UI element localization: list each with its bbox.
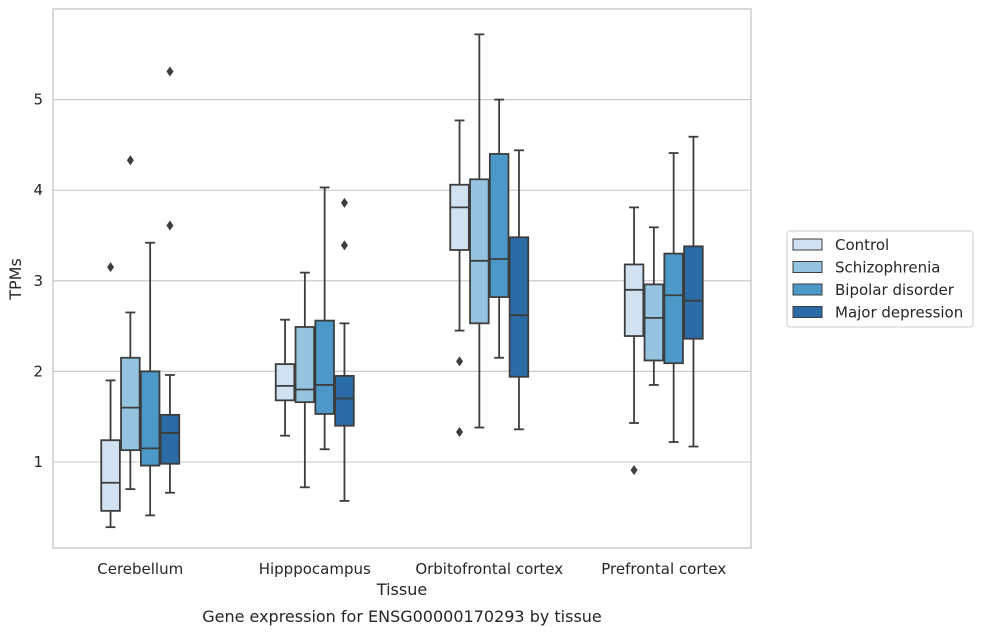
outlier-point xyxy=(630,465,638,476)
box-iqr xyxy=(274,363,296,402)
legend-label-0: Control xyxy=(835,236,889,254)
box-0-1 xyxy=(120,155,141,491)
box-iqr xyxy=(663,252,684,365)
outlier-point xyxy=(456,427,464,438)
legend-swatch-2 xyxy=(792,283,823,296)
outlier-point xyxy=(126,155,134,166)
figure-caption: Gene expression for ENSG00000170293 by t… xyxy=(202,607,602,626)
box-1-3 xyxy=(334,197,355,502)
box-2-3 xyxy=(508,149,530,431)
box-iqr xyxy=(643,283,665,362)
x-axis-label: Tissue xyxy=(376,580,427,599)
box-3-0 xyxy=(623,206,645,476)
box-0-0 xyxy=(100,262,121,529)
box-iqr xyxy=(120,356,141,452)
box-iqr xyxy=(159,413,181,465)
box-3-1 xyxy=(643,226,665,386)
y-tick-label-1: 1 xyxy=(33,453,43,471)
outlier-point xyxy=(340,240,348,251)
box-2-2 xyxy=(488,98,510,359)
y-tick-label-4: 4 xyxy=(33,181,43,199)
outlier-point xyxy=(166,220,174,231)
box-iqr xyxy=(100,439,121,512)
outlier-point xyxy=(456,356,464,367)
x-tick-label-0: Cerebellum xyxy=(97,560,183,578)
legend-label-2: Bipolar disorder xyxy=(835,281,955,299)
box-iqr xyxy=(294,326,316,404)
box-2-0 xyxy=(449,119,470,438)
box-1-0 xyxy=(274,318,296,437)
box-2-1 xyxy=(469,33,490,429)
x-tick-label-1: Hipppocampus xyxy=(259,560,371,578)
box-1-2 xyxy=(314,186,335,451)
legend: Control Schizophrenia Bipolar disorder Majo… xyxy=(786,230,974,328)
legend-swatch-1 xyxy=(792,261,823,273)
box-iqr xyxy=(508,236,530,378)
outlier-point xyxy=(166,66,174,77)
box-iqr xyxy=(623,263,645,337)
legend-swatch-0 xyxy=(792,238,823,251)
box-iqr xyxy=(488,153,510,298)
legend-swatch-3 xyxy=(792,306,823,318)
y-tick-label-2: 2 xyxy=(33,362,43,380)
plot-frame xyxy=(52,8,752,549)
legend-label-1: Schizophrenia xyxy=(835,259,940,277)
box-0-3 xyxy=(159,66,181,494)
outlier-point xyxy=(340,197,348,208)
y-tick-label-5: 5 xyxy=(33,91,43,109)
box-3-3 xyxy=(683,135,704,448)
box-iqr xyxy=(334,374,355,427)
box-3-2 xyxy=(663,152,684,443)
box-iqr xyxy=(314,319,335,415)
box-1-1 xyxy=(294,271,316,489)
box-iqr xyxy=(469,178,490,325)
box-plot-area xyxy=(100,33,704,529)
outlier-point xyxy=(107,262,115,273)
legend-label-3: Major depression xyxy=(835,304,963,322)
legend-frame xyxy=(786,230,974,328)
y-tick-labels: 1 2 3 4 5 xyxy=(33,91,43,471)
y-tick-label-3: 3 xyxy=(33,272,43,290)
box-0-2 xyxy=(139,241,161,517)
box-iqr xyxy=(139,370,161,467)
box-iqr xyxy=(449,183,470,251)
x-tick-labels: Cerebellum Hipppocampus Orbitofrontal cort… xyxy=(97,560,726,578)
y-axis-label: TPMs xyxy=(6,258,25,301)
x-tick-label-3: Prefrontal cortex xyxy=(601,560,726,578)
box-iqr xyxy=(683,245,704,340)
x-tick-label-2: Orbitofrontal cortex xyxy=(415,560,563,578)
